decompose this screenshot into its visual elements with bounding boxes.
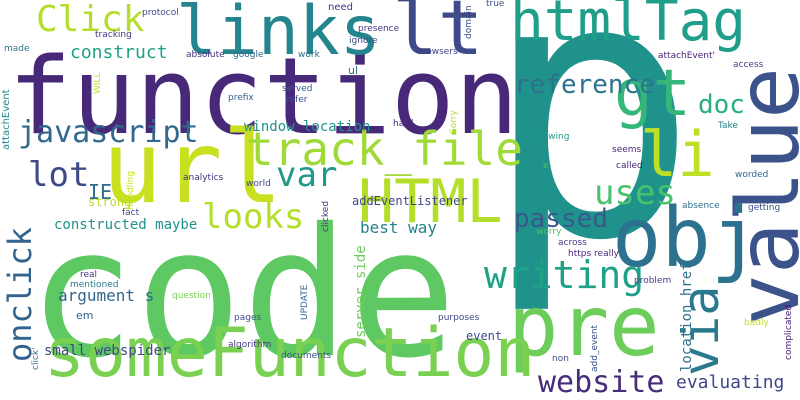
word-work: work <box>298 50 320 60</box>
word-browsers: browsers <box>417 47 458 57</box>
word-pages: pages <box>234 313 262 323</box>
word-website: website <box>538 365 665 400</box>
word-writing: writing <box>484 253 645 297</box>
word-server-side: server side <box>353 245 369 338</box>
word-getting: getting <box>748 203 781 213</box>
word-world: world <box>246 179 271 189</box>
word-strong: strong <box>88 195 132 209</box>
word-e: e <box>543 161 549 171</box>
word-handling: handling <box>126 170 136 210</box>
word-complicated: complicated <box>784 304 794 360</box>
word-refer: refer <box>286 95 308 105</box>
word-made: made <box>4 44 30 54</box>
word-looks: looks <box>202 197 305 237</box>
word-need: need <box>328 2 353 13</box>
word-construct: construct <box>70 42 168 63</box>
word-reference: reference <box>514 70 655 100</box>
word-location-href: location href <box>679 262 695 372</box>
word-badly: badly <box>744 318 769 328</box>
word-p: p <box>482 0 699 319</box>
word-lt: lt <box>392 0 484 72</box>
word-clicked: clicked <box>321 200 331 232</box>
word-analytics: analytics <box>183 173 224 183</box>
word-doc: doc <box>698 90 745 120</box>
word-purposes: purposes <box>438 313 480 323</box>
word-javascript: javascript <box>18 115 199 150</box>
word-passed: passed <box>514 204 608 234</box>
word-called: called <box>616 161 643 171</box>
word-access: access <box>733 60 764 70</box>
word-domain: domain <box>464 5 474 39</box>
word-protocol: protocol <box>142 8 179 18</box>
word-HTML: HTML <box>358 167 503 237</box>
word-WILL: WILL <box>93 72 103 94</box>
word-https-really: https really <box>568 249 619 259</box>
word-absolute: absolute <box>186 50 225 60</box>
word-true: true <box>486 0 505 9</box>
word-Sorry: Sorry <box>449 110 459 134</box>
word-em: em <box>76 309 94 322</box>
word-ul: ul <box>348 64 359 77</box>
word-var: var <box>276 155 338 195</box>
word-url: url <box>102 109 283 226</box>
word-event: event <box>466 329 503 343</box>
word-constructed-maybe: constructed maybe <box>54 217 198 233</box>
word-argument-s: argument s <box>58 286 155 305</box>
word-question: question <box>172 291 211 301</box>
word-small-webspider: small webspider <box>44 343 171 359</box>
word-gt: gt <box>614 57 692 131</box>
word-presence: presence <box>358 24 400 34</box>
word-pre: pre <box>508 277 660 375</box>
word-prefix: prefix <box>228 93 254 103</box>
word-Take: Take <box>718 121 738 131</box>
word-click-quote: click' <box>31 347 41 370</box>
word-algorithm: algorithm <box>228 340 272 350</box>
word-Click: Click <box>36 0 145 40</box>
word-served: served <box>282 84 313 94</box>
word-worded: worded <box>735 170 769 180</box>
word-someFunction: someFunction <box>44 314 536 393</box>
word-ignore: ignore <box>349 36 378 46</box>
word-UPDATE: UPDATE <box>300 284 310 320</box>
word-IE: IE <box>88 180 113 204</box>
word-evaluating: evaluating <box>676 372 785 393</box>
word-real: real <box>80 270 98 280</box>
word-attachEvent-quote: attachEvent' <box>658 51 715 61</box>
word-best-way: best way <box>360 218 438 237</box>
word-attachEvent: attachEvent <box>1 89 12 150</box>
word-function: function <box>8 35 519 158</box>
word-tracking: tracking <box>95 30 132 40</box>
word-li: li <box>640 118 715 191</box>
word-htmlTag: htmlTag <box>510 0 747 54</box>
word-seems: seems <box>612 145 642 155</box>
word-lot: lot <box>28 155 90 195</box>
word-problem: problem <box>634 276 672 286</box>
word-window-location: window location <box>244 119 371 135</box>
word-addEventListener: addEventListener <box>352 194 468 208</box>
word-onclick: onclick <box>1 227 39 362</box>
word-links: links <box>176 0 381 71</box>
word-following: following <box>529 132 570 142</box>
word-add_event: add_event <box>590 324 600 372</box>
word-documents: documents <box>281 351 332 361</box>
word-track_file: track_file <box>246 122 523 176</box>
word-absence: absence <box>682 201 720 211</box>
word-obj: obj <box>612 191 761 286</box>
word-hard: hard <box>393 119 414 129</box>
word-google: google <box>233 50 264 60</box>
word-uses: uses <box>594 173 676 213</box>
word-fact: fact <box>122 208 140 218</box>
word-mentioned: mentioned <box>70 280 119 290</box>
word-non: non <box>552 354 569 364</box>
word-code: code <box>28 190 457 397</box>
word-worry: worry <box>536 227 562 237</box>
word-across: across <box>558 238 587 248</box>
